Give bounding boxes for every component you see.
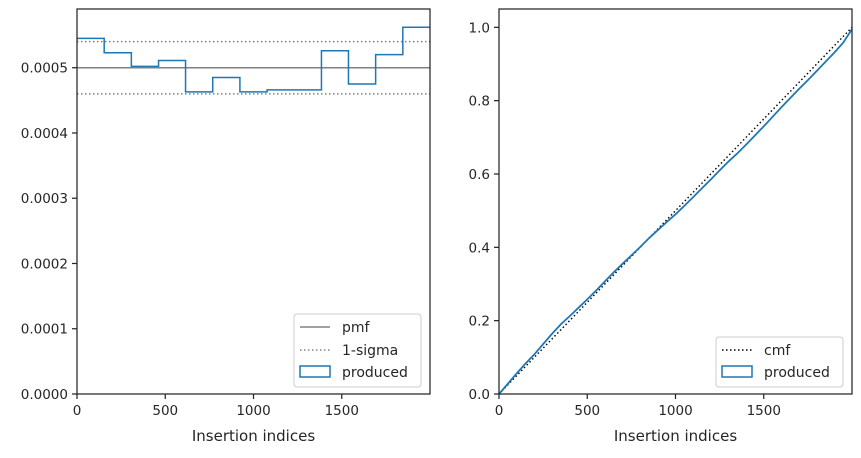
legend-produced-swatch — [299, 365, 331, 378]
cmf-line — [498, 26, 853, 395]
histogram-plot-area — [77, 26, 430, 95]
cumulative-x-axis-label: Insertion indices — [614, 427, 737, 445]
histogram-y-tick-label: 0.0004 — [21, 126, 68, 142]
legend-pmf-label: pmf — [342, 320, 371, 336]
histogram-legend-box — [293, 313, 422, 388]
cumulative-y-tick-label: 0.0 — [469, 387, 490, 403]
produced-cumulative-line — [498, 28, 853, 395]
cumulative-x-tick-label: 0 — [495, 403, 504, 419]
cumulative-x-tick-label: 1500 — [747, 403, 781, 419]
legend-produced-label: produced — [764, 365, 830, 381]
histogram-y-tick-label: 0.0002 — [21, 256, 68, 272]
cumulative-plot-area — [498, 26, 853, 395]
histogram-x-axis-label: Insertion indices — [192, 427, 315, 445]
cumulative-y-tick-label: 0.4 — [469, 240, 490, 256]
histogram-y-tick-label: 0.0001 — [21, 322, 68, 338]
histogram-x-tick-label: 0 — [73, 403, 82, 419]
cumulative-y-tick-label: 0.8 — [469, 94, 490, 110]
histogram-y-ticks: 0.0000 0.0001 0.0002 0.0003 0.0004 0.0005 — [21, 61, 77, 403]
cumulative-legend-box — [715, 336, 844, 388]
cumulative-panel: 0 500 1000 1500 0.0 0.2 0.4 0.6 0.8 1.0 Insertio… — [469, 8, 853, 445]
cumulative-legend: cmf produced — [715, 336, 844, 388]
legend-produced-swatch — [721, 365, 753, 378]
histogram-x-tick-label: 1500 — [325, 403, 359, 419]
histogram-x-tick-label: 1000 — [236, 403, 270, 419]
cumulative-x-ticks: 0 500 1000 1500 — [495, 394, 781, 419]
histogram-y-tick-label: 0.0005 — [21, 61, 68, 77]
histogram-x-ticks: 0 500 1000 1500 — [73, 394, 359, 419]
cumulative-y-tick-label: 0.6 — [469, 167, 490, 183]
produced-histogram-step — [77, 26, 430, 93]
cumulative-axes-frame — [498, 8, 853, 395]
histogram-x-tick-label: 500 — [152, 403, 178, 419]
legend-1-sigma-label: 1-sigma — [342, 343, 398, 359]
cumulative-y-tick-label: 1.0 — [469, 20, 490, 36]
cumulative-x-tick-label: 500 — [574, 403, 600, 419]
cumulative-y-tick-label: 0.2 — [469, 314, 490, 330]
histogram-y-tick-label: 0.0003 — [21, 191, 68, 207]
cumulative-y-ticks: 0.0 0.2 0.4 0.6 0.8 1.0 — [469, 20, 499, 403]
cumulative-x-tick-label: 1000 — [658, 403, 692, 419]
histogram-panel: 0 500 1000 1500 0.00000.00010.00020.00030.0… — [21, 8, 431, 445]
legend-produced-label: produced — [342, 365, 408, 381]
histogram-y-tick-label: 0.0000 — [21, 387, 68, 403]
legend-cmf-label: cmf — [764, 343, 791, 359]
histogram-legend: pmf 1-sigma produced — [293, 313, 422, 388]
